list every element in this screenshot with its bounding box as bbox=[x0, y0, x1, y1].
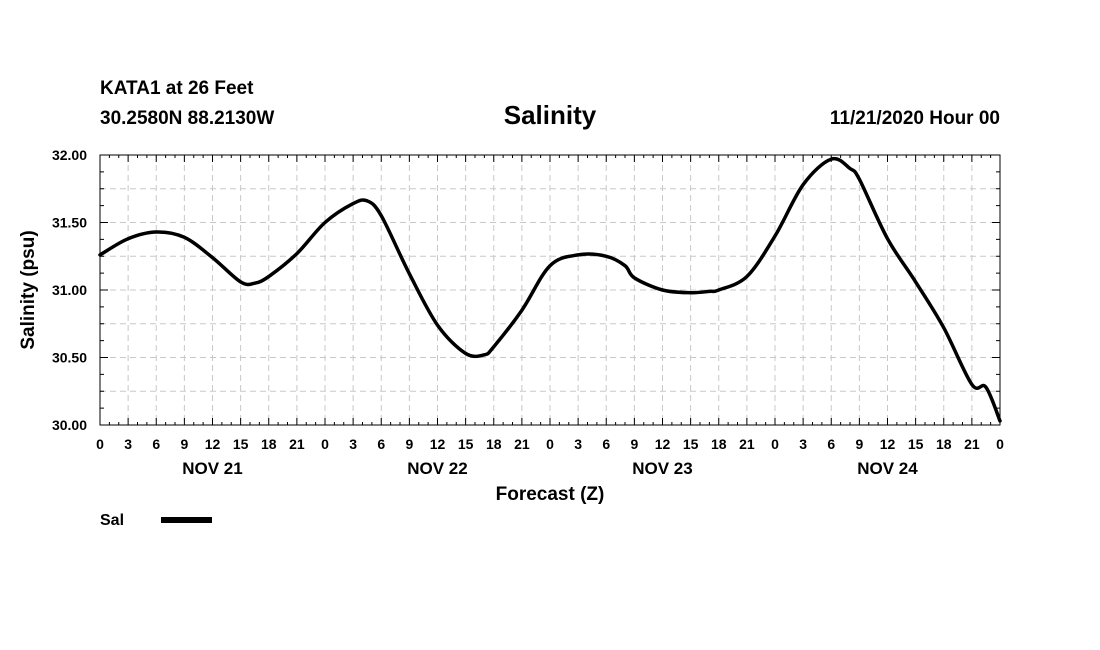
x-tick-label: 0 bbox=[321, 436, 329, 452]
x-tick-label: 9 bbox=[630, 436, 638, 452]
coordinates-label: 30.2580N 88.2130W bbox=[100, 108, 274, 129]
day-label: NOV 21 bbox=[182, 459, 242, 478]
x-tick-label: 21 bbox=[739, 436, 755, 452]
x-tick-label: 3 bbox=[574, 436, 582, 452]
day-label: NOV 22 bbox=[407, 459, 467, 478]
y-tick-label: 31.00 bbox=[52, 282, 87, 298]
x-tick-label: 12 bbox=[205, 436, 221, 452]
x-tick-label: 18 bbox=[711, 436, 727, 452]
x-tick-label: 21 bbox=[289, 436, 305, 452]
axis-ticks bbox=[99, 154, 1001, 426]
x-tick-label: 18 bbox=[936, 436, 952, 452]
x-tick-label: 12 bbox=[880, 436, 896, 452]
x-tick-label: 9 bbox=[855, 436, 863, 452]
x-tick-label: 9 bbox=[180, 436, 188, 452]
x-tick-label: 3 bbox=[124, 436, 132, 452]
x-tick-label: 6 bbox=[827, 436, 835, 452]
day-label: NOV 24 bbox=[857, 459, 918, 478]
legend-swatch bbox=[161, 517, 212, 523]
x-tick-label: 21 bbox=[964, 436, 980, 452]
datetime-label: 11/21/2020 Hour 00 bbox=[830, 108, 1000, 129]
x-tick-label: 18 bbox=[486, 436, 502, 452]
x-tick-label: 15 bbox=[908, 436, 924, 452]
x-tick-label: 18 bbox=[261, 436, 277, 452]
x-tick-labels: 0 3 6 9 12 15 18 21 0 3 6 9 12 15 18 21 0 3 6 9 12 15 18 21 0 3 6 9… bbox=[96, 436, 1004, 452]
y-tick-label: 30.50 bbox=[52, 350, 87, 366]
x-tick-label: 6 bbox=[377, 436, 385, 452]
x-tick-label: 12 bbox=[430, 436, 446, 452]
x-tick-label: 0 bbox=[546, 436, 554, 452]
station-label: KATA1 at 26 Feet bbox=[100, 78, 254, 99]
x-tick-label: 15 bbox=[683, 436, 699, 452]
y-axis-title: Salinity (psu) bbox=[18, 230, 39, 349]
x-tick-label: 15 bbox=[458, 436, 474, 452]
x-tick-label: 0 bbox=[996, 436, 1004, 452]
y-tick-label: 32.00 bbox=[52, 147, 87, 163]
legend: Sal bbox=[100, 512, 212, 529]
x-tick-label: 0 bbox=[771, 436, 779, 452]
y-tick-label: 31.50 bbox=[52, 215, 87, 231]
day-labels: NOV 21 NOV 22 NOV 23 NOV 24 bbox=[182, 459, 918, 478]
x-tick-label: 21 bbox=[514, 436, 530, 452]
x-axis-title: Forecast (Z) bbox=[496, 484, 605, 505]
legend-label: Sal bbox=[100, 512, 124, 529]
x-tick-label: 15 bbox=[233, 436, 249, 452]
chart-title: Salinity bbox=[504, 100, 597, 130]
x-tick-label: 3 bbox=[349, 436, 357, 452]
x-tick-label: 6 bbox=[152, 436, 160, 452]
x-tick-label: 6 bbox=[602, 436, 610, 452]
y-tick-labels: 30.00 30.50 31.00 31.50 32.00 bbox=[52, 147, 87, 433]
x-tick-label: 12 bbox=[655, 436, 671, 452]
day-label: NOV 23 bbox=[632, 459, 692, 478]
x-tick-label: 0 bbox=[96, 436, 104, 452]
x-tick-label: 9 bbox=[405, 436, 413, 452]
y-tick-label: 30.00 bbox=[52, 417, 87, 433]
series-line-sal bbox=[98, 156, 1002, 423]
x-tick-label: 3 bbox=[799, 436, 807, 452]
grid bbox=[100, 155, 1000, 425]
